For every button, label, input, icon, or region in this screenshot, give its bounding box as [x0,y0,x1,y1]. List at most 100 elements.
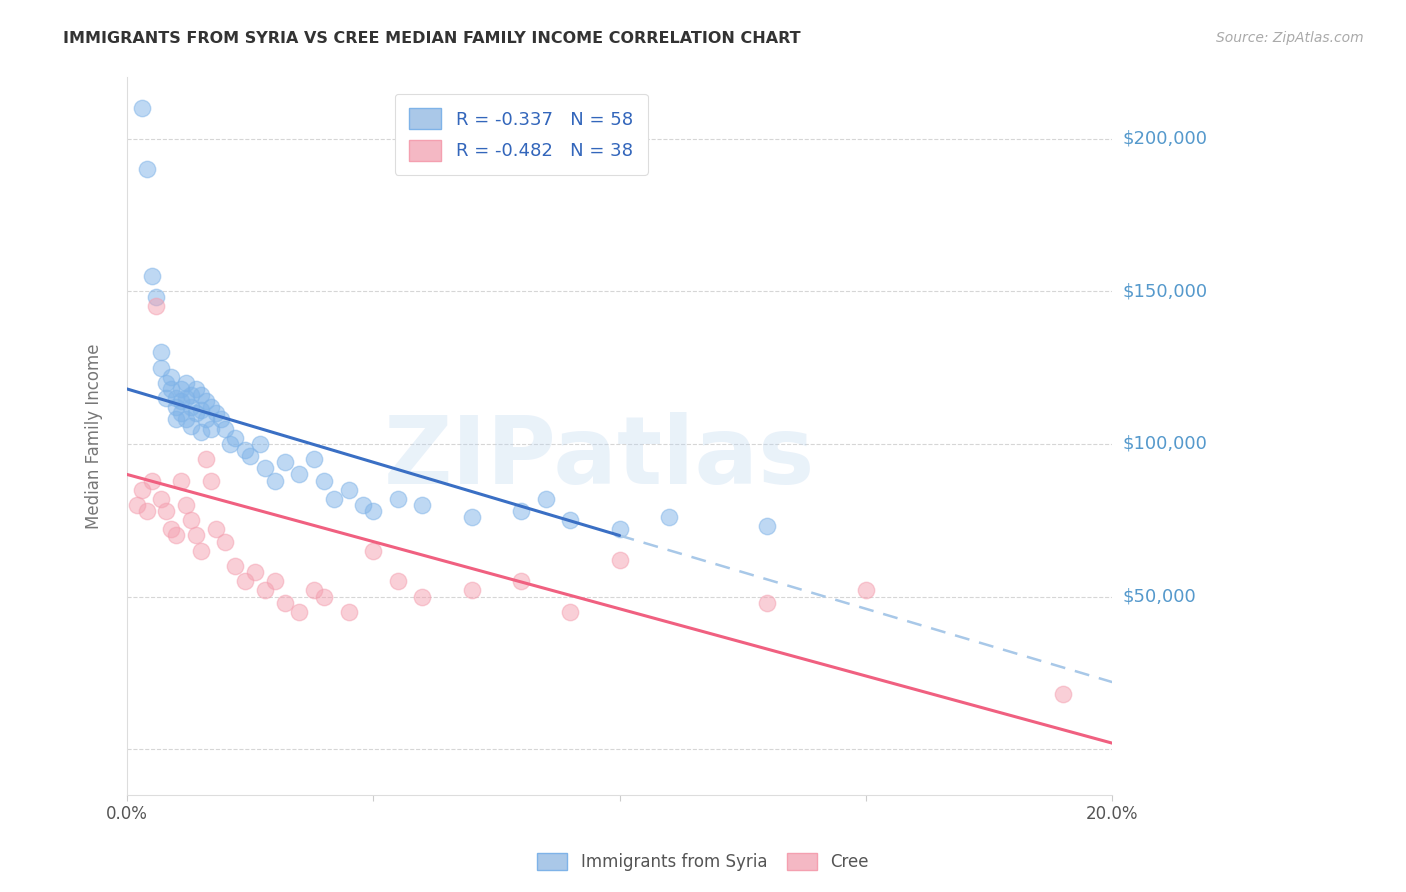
Point [312,590,335,604]
Point [194,452,217,467]
Point [180,401,202,415]
Text: $200,000: $200,000 [1122,129,1208,147]
Point [200,401,222,415]
Point [855,583,877,598]
Point [352,498,374,512]
Point [125,498,148,512]
Point [214,534,236,549]
Legend: R = -0.337   N = 58, R = -0.482   N = 38: R = -0.337 N = 58, R = -0.482 N = 38 [395,94,648,175]
Point [312,474,335,488]
Point [253,583,276,598]
Point [209,412,232,426]
Point [155,391,177,405]
Point [288,605,311,619]
Point [273,455,295,469]
Point [135,504,157,518]
Point [180,388,202,402]
Point [194,394,217,409]
Point [263,474,285,488]
Text: ZIPatlas: ZIPatlas [384,412,815,504]
Point [155,376,177,390]
Legend: Immigrants from Syria, Cree: Immigrants from Syria, Cree [529,845,877,880]
Point [243,565,266,579]
Point [224,431,246,445]
Text: Source: ZipAtlas.com: Source: ZipAtlas.com [1216,31,1364,45]
Point [165,528,187,542]
Point [170,394,193,409]
Point [387,491,409,506]
Point [361,543,384,558]
Point [387,574,409,589]
Point [165,412,187,426]
Point [170,406,193,420]
Point [150,491,173,506]
Point [160,382,183,396]
Point [302,583,325,598]
Point [214,422,236,436]
Point [131,483,153,497]
Point [160,522,183,536]
Point [609,553,631,567]
Point [184,382,207,396]
Point [510,574,533,589]
Point [273,596,295,610]
Point [322,491,344,506]
Point [190,403,212,417]
Point [174,391,197,405]
Point [180,418,202,433]
Text: $100,000: $100,000 [1122,435,1206,453]
Point [155,504,177,518]
Point [174,498,197,512]
Point [165,401,187,415]
Point [609,522,631,536]
Point [145,300,167,314]
Point [253,461,276,475]
Point [756,519,779,533]
Point [174,412,197,426]
Point [560,513,582,527]
Point [170,382,193,396]
Point [411,590,433,604]
Text: $50,000: $50,000 [1122,588,1195,606]
Point [461,583,484,598]
Point [194,412,217,426]
Point [200,422,222,436]
Point [249,437,271,451]
Point [190,543,212,558]
Point [184,528,207,542]
Point [756,596,779,610]
Point [190,425,212,439]
Point [141,268,163,283]
Point [337,605,360,619]
Point [200,474,222,488]
Point [219,437,242,451]
Point [204,406,226,420]
Y-axis label: Median Family Income: Median Family Income [86,343,103,529]
Point [233,574,256,589]
Point [224,559,246,574]
Point [165,391,187,405]
Point [560,605,582,619]
Point [184,406,207,420]
Point [534,491,557,506]
Point [510,504,533,518]
Point [411,498,433,512]
Point [150,345,173,359]
Point [204,522,226,536]
Point [131,101,153,115]
Point [337,483,360,497]
Point [135,162,157,177]
Point [302,452,325,467]
Point [141,474,163,488]
Point [180,513,202,527]
Point [160,369,183,384]
Point [1052,687,1074,701]
Point [174,376,197,390]
Text: $150,000: $150,000 [1122,282,1208,301]
Point [288,467,311,482]
Point [190,388,212,402]
Point [145,290,167,304]
Text: IMMIGRANTS FROM SYRIA VS CREE MEDIAN FAMILY INCOME CORRELATION CHART: IMMIGRANTS FROM SYRIA VS CREE MEDIAN FAM… [63,31,801,46]
Point [150,360,173,375]
Point [233,442,256,457]
